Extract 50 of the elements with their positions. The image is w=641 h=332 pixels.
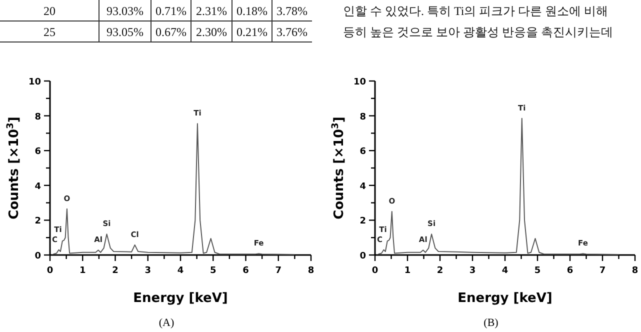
text: 2.30% — [196, 25, 227, 39]
text: 인할 수 있었다. 특히 Ti의 피크가 다른 원소에 비해 — [343, 4, 608, 18]
x-tick-label: 7 — [599, 266, 606, 276]
x-tick-label: 3 — [144, 266, 152, 276]
x-tick-label: 8 — [308, 266, 314, 276]
x-axis-title: Energy [keV] — [133, 291, 228, 306]
x-tick-label: 7 — [275, 266, 282, 276]
y-tick-label: 0 — [34, 252, 41, 262]
x-tick-label: 6 — [566, 266, 574, 276]
text: 0.18% — [236, 4, 268, 18]
text: 25 — [44, 25, 56, 39]
x-axis-title: Energy [keV] — [458, 291, 552, 306]
y-tick-label: 2 — [34, 216, 41, 227]
x-tick-label: 8 — [632, 266, 638, 276]
y-tick-label: 10 — [28, 78, 41, 88]
y-tick-label: 8 — [360, 112, 366, 122]
text: 20 — [44, 4, 56, 18]
y-tick-label: 2 — [360, 216, 366, 227]
text: 0.67% — [156, 25, 186, 39]
y-tick-label: 6 — [34, 147, 41, 158]
text: (A) — [158, 317, 174, 329]
line-series — [52, 123, 296, 255]
x-tick-label: 4 — [502, 266, 508, 276]
y-tick-label: 4 — [360, 182, 366, 192]
x-tick-label: 0 — [46, 266, 54, 276]
text: 등히 높은 것으로 보아 광활성 반응을 촉진시키는데 — [343, 25, 613, 39]
x-tick-label: 0 — [372, 266, 378, 276]
text: 0.71% — [156, 4, 186, 18]
x-tick-label: 4 — [177, 266, 184, 276]
text: 0.21% — [236, 25, 268, 39]
text: 93.03% — [106, 4, 144, 18]
y-tick-label: 4 — [34, 182, 41, 192]
y-tick-label: 10 — [353, 78, 366, 88]
y-tick-label: 6 — [360, 147, 366, 158]
x-tick-label: 1 — [79, 266, 86, 276]
x-tick-label: 6 — [242, 266, 249, 276]
text: 2.31% — [196, 4, 227, 18]
x-tick-label: 1 — [404, 266, 411, 276]
x-tick-label: 3 — [469, 266, 476, 276]
text: 3.76% — [276, 25, 308, 39]
x-tick-label: 2 — [112, 266, 118, 276]
line-series — [378, 118, 620, 255]
x-tick-label: 5 — [210, 266, 216, 276]
x-tick-label: 5 — [534, 266, 541, 276]
y-tick-label: 0 — [360, 252, 366, 262]
x-tick-label: 2 — [436, 266, 444, 276]
text: (B) — [484, 317, 499, 329]
y-tick-label: 8 — [34, 112, 41, 122]
text: 3.78% — [276, 4, 308, 18]
text: 93.05% — [106, 25, 144, 39]
